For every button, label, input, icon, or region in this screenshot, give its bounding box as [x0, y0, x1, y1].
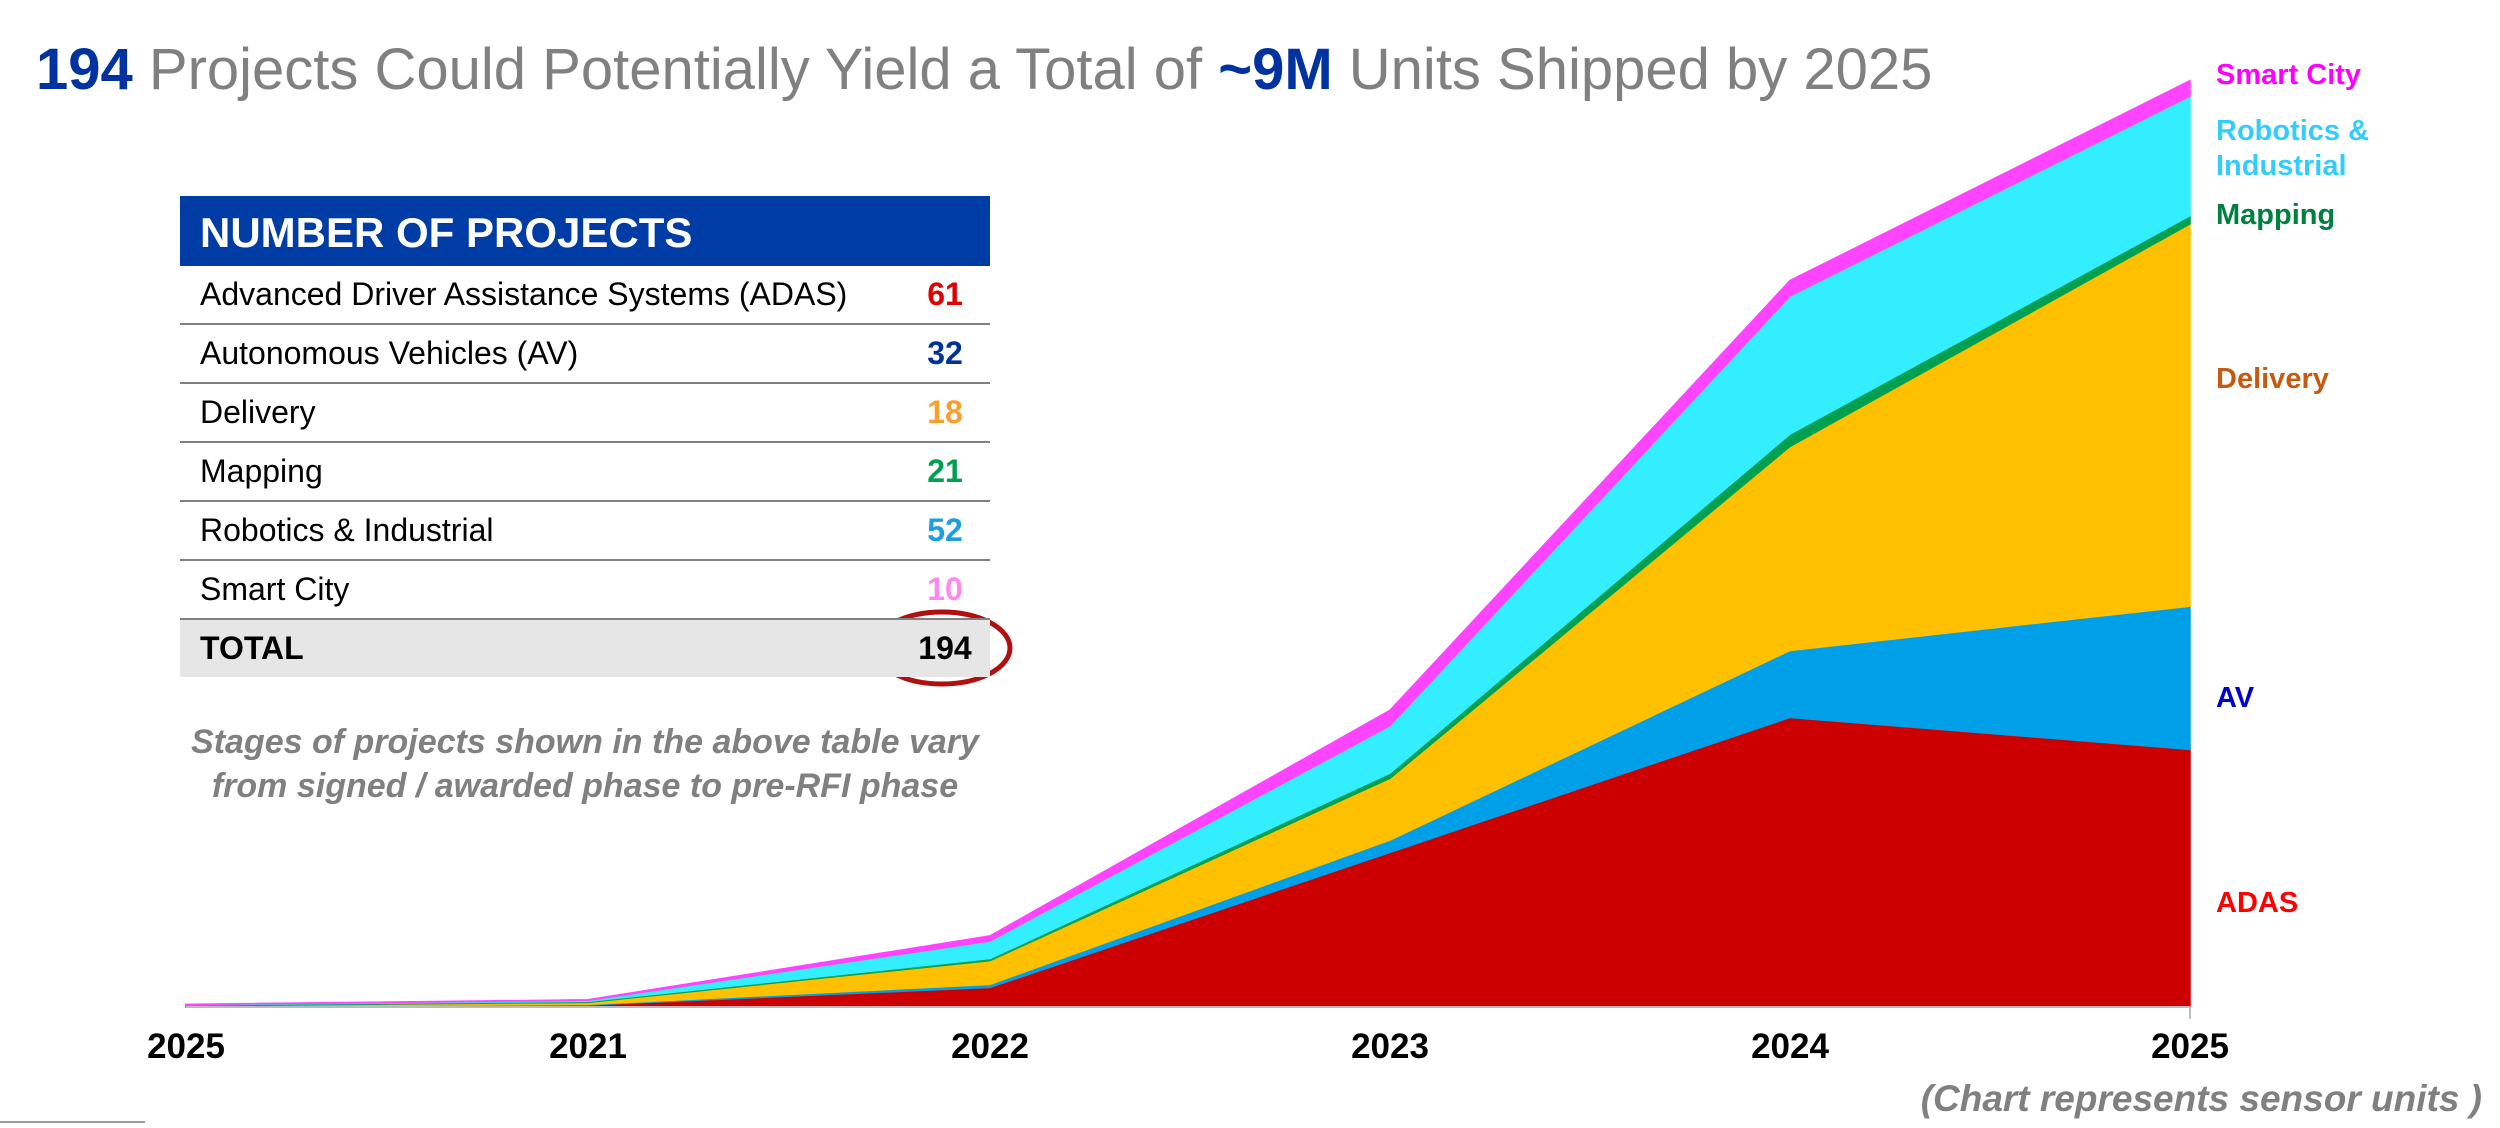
series-label: AV — [2216, 682, 2255, 714]
total-row: TOTAL 194 — [180, 620, 990, 677]
x-tick-label: 2022 — [951, 1027, 1029, 1066]
footnote: (Chart represents sensor units ) — [1920, 1078, 2482, 1119]
title-number: 194 — [36, 37, 133, 102]
table-header: NUMBER OF PROJECTS — [180, 196, 990, 266]
title-text: Projects Could Potentially Yield a Total… — [132, 37, 1219, 102]
row-name: Smart City — [200, 571, 350, 607]
x-tick-label: 2025 — [147, 1027, 225, 1066]
table-note: Stages of projects shown in the above ta… — [191, 723, 979, 805]
series-label: Robotics & Industrial — [2216, 115, 2370, 182]
total-name: TOTAL — [200, 630, 304, 666]
row-name: Delivery — [200, 394, 316, 430]
table-row: Delivery 18 — [180, 384, 990, 443]
row-value: 18 — [927, 394, 963, 430]
row-name: Advanced Driver Assistance Systems (ADAS… — [200, 276, 848, 312]
row-value: 52 — [927, 512, 963, 548]
projects-table: NUMBER OF PROJECTS Advanced Driver Assis… — [180, 196, 990, 677]
series-label: Mapping — [2216, 199, 2336, 231]
x-tick-label: 2025 — [2151, 1027, 2229, 1066]
series-label: Delivery — [2216, 363, 2329, 395]
table-row: Robotics & Industrial 52 — [180, 502, 990, 561]
title: 194 Projects Could Potentially Yield a T… — [36, 36, 1932, 103]
table-row: Advanced Driver Assistance Systems (ADAS… — [180, 266, 990, 325]
table-row: Autonomous Vehicles (AV) 32 — [180, 325, 990, 384]
row-name: Robotics & Industrial — [200, 512, 494, 548]
x-tick-label: 2024 — [1751, 1027, 1829, 1066]
row-value: 32 — [927, 335, 963, 371]
total-value: 194 — [918, 630, 972, 666]
row-value: 21 — [927, 453, 963, 489]
row-name: Mapping — [200, 453, 323, 489]
table-row: Smart City 10 — [180, 561, 990, 620]
x-tick-label: 2021 — [549, 1027, 627, 1066]
x-tick-label: 2023 — [1351, 1027, 1429, 1066]
row-name: Autonomous Vehicles (AV) — [200, 335, 579, 371]
table-row: Mapping 21 — [180, 443, 990, 502]
title-text: Units Shipped by 2025 — [1332, 37, 1933, 102]
area — [185, 79, 2191, 1006]
row-value: 10 — [927, 571, 963, 607]
series-label: ADAS — [2216, 887, 2299, 919]
title-number: ~9M — [1218, 37, 1333, 102]
row-value: 61 — [927, 276, 963, 312]
series-label: Smart City — [2216, 59, 2362, 91]
